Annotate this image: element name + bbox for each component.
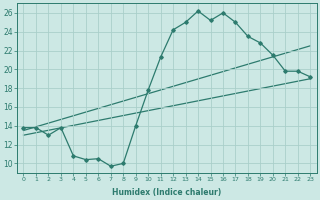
X-axis label: Humidex (Indice chaleur): Humidex (Indice chaleur) bbox=[112, 188, 221, 197]
